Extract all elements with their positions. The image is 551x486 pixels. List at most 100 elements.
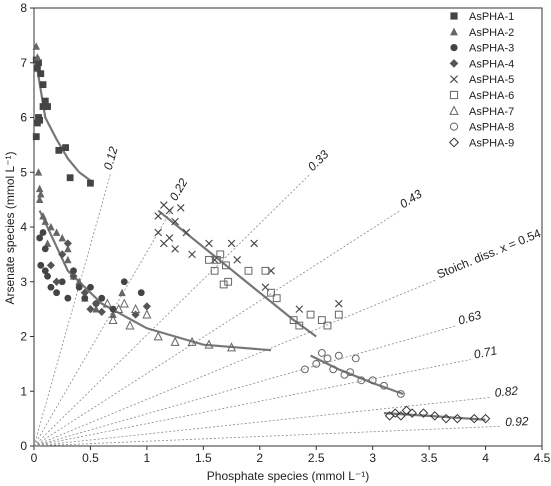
x-marker-stroke	[205, 239, 213, 248]
x-marker-stroke	[450, 75, 458, 84]
data-point	[108, 314, 118, 324]
data-point	[35, 195, 44, 204]
reference-line-label: 0.12	[101, 145, 121, 172]
data-point	[44, 272, 51, 280]
trend-curve-aspha-8	[310, 354, 404, 396]
data-point	[32, 133, 40, 141]
data-point	[351, 354, 360, 363]
data-point	[37, 261, 45, 269]
trend-curve-aspha-5	[157, 209, 317, 338]
data-point	[47, 222, 55, 231]
trend-curve-aspha-1	[35, 62, 92, 182]
data-point	[407, 408, 417, 418]
legend-label: AsPHA-6	[469, 90, 514, 102]
data-point	[35, 59, 42, 67]
series-aspha-1	[32, 56, 94, 187]
data-point	[452, 413, 463, 424]
data-point	[118, 288, 126, 297]
data-point	[233, 256, 241, 264]
data-point	[210, 266, 219, 275]
legend-marker	[450, 27, 458, 36]
legend-label: AsPHA-5	[469, 74, 514, 86]
data-point	[429, 411, 440, 421]
data-point	[66, 174, 74, 182]
x-marker-stroke	[165, 206, 174, 215]
y-tick-label: 5	[20, 165, 27, 179]
data-point	[154, 212, 162, 220]
x-marker-stroke	[171, 217, 179, 226]
legend-label: AsPHA-8	[469, 122, 514, 134]
y-tick-label: 1	[20, 384, 27, 398]
series-aspha-4	[46, 239, 151, 319]
x-marker-stroke	[182, 228, 191, 237]
data-point	[39, 229, 47, 236]
data-point	[176, 204, 185, 212]
plot-frame	[33, 7, 543, 447]
series-aspha-3	[36, 229, 145, 313]
data-point	[142, 302, 151, 311]
reference-line-6	[33, 325, 456, 447]
data-point	[80, 288, 89, 297]
x-axis-title: Phosphate species (mmol L⁻¹)	[207, 469, 369, 483]
x-marker-stroke	[261, 283, 270, 292]
data-point	[317, 316, 326, 324]
data-point	[312, 359, 321, 368]
data-point	[295, 305, 304, 313]
data-point	[154, 228, 162, 237]
data-point	[306, 310, 315, 319]
x-tick-label: 3.5	[421, 451, 438, 465]
data-point	[160, 239, 168, 248]
data-point	[39, 211, 47, 220]
data-point	[335, 299, 343, 308]
reference-line-label: 0.43	[397, 187, 424, 212]
x-marker-stroke	[154, 228, 162, 237]
y-tick-label: 7	[20, 56, 27, 70]
data-point	[32, 42, 40, 50]
data-point	[171, 217, 179, 226]
legend-label: AsPHA-1	[469, 11, 514, 23]
data-point	[41, 97, 49, 105]
series-aspha-5	[154, 201, 343, 313]
data-point	[92, 305, 100, 313]
reference-line-1	[33, 174, 111, 447]
data-point	[33, 53, 42, 61]
plot-area: 0.12 0.22 0.33 0.43 Stoich. diss. x = 0.54 0.…	[20, 1, 550, 465]
data-point	[46, 261, 56, 270]
data-point	[102, 298, 112, 308]
legend-label: AsPHA-2	[469, 27, 514, 39]
y-axis-title: Arsenate species (mmol L⁻¹)	[3, 151, 17, 304]
legend-marker	[449, 90, 459, 100]
legend-marker	[450, 75, 458, 84]
data-point	[216, 250, 225, 259]
data-point	[63, 239, 72, 248]
reference-line-label: 0.82	[494, 383, 519, 399]
data-point	[35, 184, 44, 193]
y-tick-label: 3	[20, 275, 27, 289]
data-point	[81, 294, 89, 302]
data-point	[357, 376, 366, 385]
x-tick-label: 3	[369, 451, 376, 465]
legend-marker	[449, 105, 459, 115]
x-marker-stroke	[233, 256, 241, 264]
series-aspha-9	[384, 405, 491, 424]
data-point	[142, 309, 152, 319]
reference-line-7	[33, 359, 471, 447]
data-point	[119, 298, 129, 308]
data-point	[47, 283, 55, 291]
data-point	[75, 277, 83, 286]
x-marker-stroke	[171, 245, 179, 253]
data-point	[165, 206, 174, 215]
data-point	[41, 245, 49, 253]
reference-line-9	[33, 425, 502, 447]
legend-label: AsPHA-4	[469, 58, 514, 70]
data-point	[289, 316, 298, 324]
reference-line-4	[33, 210, 400, 447]
x-marker-stroke	[160, 239, 168, 248]
data-point	[170, 336, 180, 346]
data-point	[187, 336, 197, 346]
data-point	[368, 376, 377, 385]
y-tick-label: 2	[20, 330, 27, 344]
x-marker-stroke	[176, 204, 185, 212]
x-tick-label: 2	[256, 451, 263, 465]
reference-line-2	[33, 204, 175, 447]
